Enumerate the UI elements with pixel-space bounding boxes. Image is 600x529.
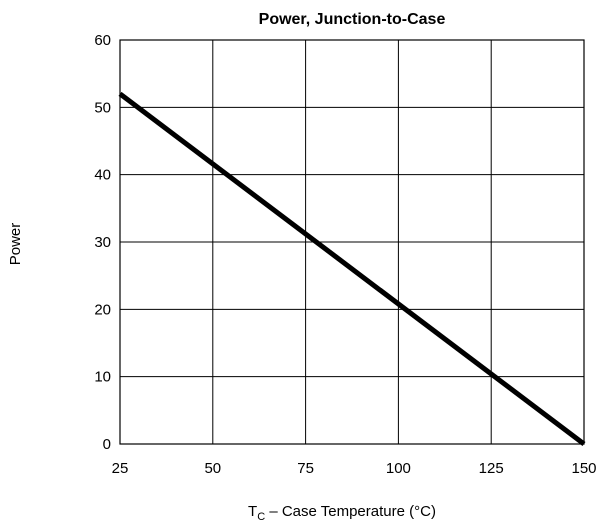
chart-title: Power, Junction-to-Case: [259, 11, 446, 28]
x-axis-label-subscript: C: [257, 511, 265, 523]
grid: [119, 39, 585, 445]
x-tick-label: 25: [112, 460, 129, 477]
x-axis-label-rest: – Case Temperature (°C): [265, 503, 436, 520]
x-axis-label: TC – Case Temperature (°C): [248, 503, 436, 523]
x-tick-label: 150: [571, 460, 596, 477]
y-tick-label: 40: [94, 167, 111, 184]
y-axis-ticks: 0 10 20 30 40 50 60: [94, 32, 111, 453]
y-tick-label: 50: [94, 99, 111, 116]
y-tick-label: 20: [94, 301, 111, 318]
x-tick-label: 100: [386, 460, 411, 477]
x-axis-ticks: 25 50 75 100 125 150: [112, 460, 597, 477]
y-tick-label: 0: [103, 436, 111, 453]
y-tick-label: 10: [94, 369, 111, 386]
y-axis-label: Power: [7, 223, 24, 266]
series-line: [118, 91, 586, 446]
x-tick-label: 50: [204, 460, 221, 477]
y-tick-label: 60: [94, 32, 111, 49]
x-axis-label-main: T: [248, 503, 257, 520]
series-layer: [118, 91, 586, 446]
y-tick-label: 30: [94, 234, 111, 251]
plot-frame: [119, 39, 585, 445]
x-tick-label: 125: [479, 460, 504, 477]
x-tick-label: 75: [297, 460, 314, 477]
